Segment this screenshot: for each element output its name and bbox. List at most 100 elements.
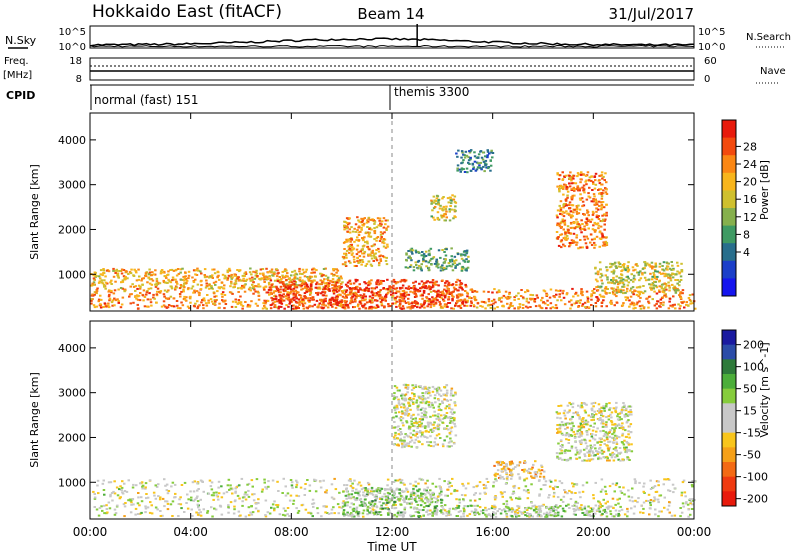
power-cell [606,276,609,279]
power-cell [592,198,595,201]
power-cell [324,304,328,307]
power-cell [425,287,429,290]
power-cell [366,245,370,248]
power-cell [361,249,364,252]
power-cell [456,169,459,172]
velocity-cell [555,509,558,512]
velocity-cell [159,515,163,517]
power-cell [154,283,157,286]
power-cell [567,230,570,233]
velocity-cell [355,506,359,509]
power-cell [438,207,442,210]
power-cell [629,303,632,306]
power-cell [165,276,168,279]
cpid-label: CPID [6,89,35,102]
power-cell [604,274,607,277]
power-cell [441,294,444,297]
velocity-cell [553,515,556,518]
power-cell [344,301,347,304]
power-cell [617,289,620,292]
power-cell [286,291,289,294]
velocity-cell [610,416,613,419]
power-cell [588,186,591,189]
velocity-cell [643,482,646,485]
power-cell [565,187,568,190]
power-cell [196,283,200,286]
power-cell [417,259,421,262]
power-cell [509,302,513,305]
power-cell [421,251,424,253]
power-cell [585,222,588,225]
power-cell [443,284,447,287]
velocity-cell [668,511,671,514]
velocity-cell [251,511,255,514]
power-cell [658,290,661,293]
power-cell [345,289,349,292]
power-cell [375,226,379,229]
power-cell [430,215,433,218]
velocity-cell [217,486,220,489]
velocity-cell [144,505,147,508]
power-cell [465,267,468,270]
power-cell [313,271,316,274]
velocity-cell [355,508,358,511]
power-cell [678,272,681,275]
power-cell [473,296,477,299]
velocity-cell [170,485,173,488]
power-cell [280,298,284,301]
velocity-cell [132,483,135,486]
power-cell [463,298,467,301]
velocity-cell [585,512,588,515]
power-cell [456,164,460,167]
power-cell [676,270,679,273]
power-cell [249,279,252,282]
power-cell [341,281,344,284]
power-cell [108,293,111,296]
velocity-cell [575,483,578,486]
power-cell [141,277,144,280]
velocity-cell [654,508,657,511]
power-cell [621,264,625,266]
power-cell [570,179,573,182]
velocity-cell [365,493,369,496]
power-cell [357,295,361,297]
velocity-cell [199,514,203,517]
power-cell [359,259,362,262]
power-cell [277,307,280,310]
power-cell [619,265,622,268]
power-cell [641,273,644,276]
power-cell [303,302,307,305]
power-cell [562,228,565,231]
velocity-cell [680,491,684,494]
velocity-cell [102,489,106,491]
power-cell [176,307,180,310]
velocity-cell [222,492,226,495]
power-cell [573,194,576,197]
power-cell [278,294,281,297]
velocity-cell [689,500,693,503]
power-cell [445,265,449,268]
power-cell [319,298,322,301]
power-cell [309,289,312,292]
power-cell [237,276,240,279]
power-cell [456,301,459,304]
power-cell [263,288,266,291]
power-cell [326,279,330,282]
velocity-cell [545,515,548,518]
velocity-cell [316,507,319,510]
power-cell [658,262,662,265]
velocity-cell [111,499,114,502]
power-cell [162,279,165,282]
power-cell [346,230,349,233]
power-cell [667,262,670,265]
power-cell [149,301,153,304]
power-cell [419,266,423,269]
velocity-cell [307,511,310,514]
velocity-cell [370,490,373,493]
power-cell [587,192,590,195]
power-cell [593,229,596,232]
power-cell [548,296,552,299]
power-cell [344,252,348,255]
velocity-cell [417,482,420,485]
power-cell [302,299,306,302]
